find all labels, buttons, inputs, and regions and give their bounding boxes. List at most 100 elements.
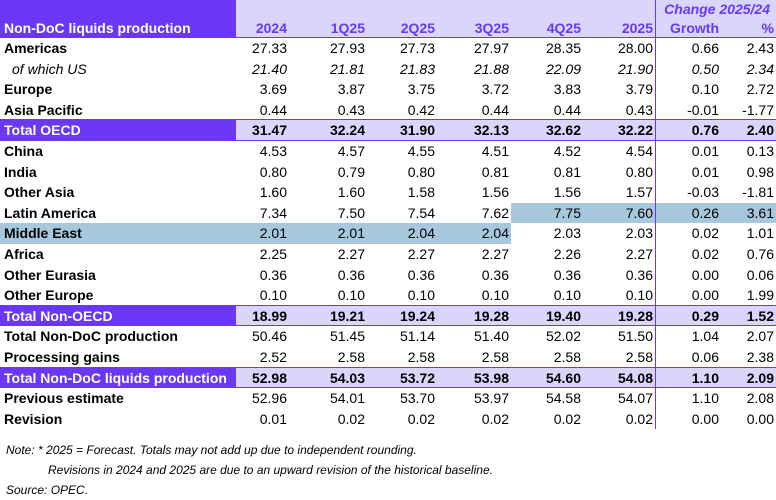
row-label: Other Europe — [0, 285, 236, 306]
table-cell: -0.03 — [655, 182, 721, 203]
table-cell: 0.36 — [337, 266, 365, 283]
table-cell: 2.07 — [746, 328, 774, 345]
table-cell: 0.43 — [583, 100, 655, 121]
table-cell: 19.28 — [437, 305, 511, 327]
table-cell: 27.33 — [251, 40, 287, 56]
table-cell: 0.36 — [259, 266, 287, 283]
table-cell: 54.07 — [617, 390, 653, 407]
table-cell: 2.27 — [407, 245, 435, 262]
table-cell: 2.09 — [721, 367, 776, 389]
table-cell: 0.29 — [655, 305, 721, 327]
col-header: 3Q25 — [437, 19, 511, 38]
table-cell: 52.98 — [236, 367, 289, 389]
col-header: % — [721, 19, 776, 38]
table-cell: 52.02 — [545, 328, 581, 345]
table-cell: 1.99 — [721, 285, 776, 306]
table-cell: 2.27 — [337, 245, 365, 262]
table-cell: 52.96 — [251, 390, 287, 407]
table-cell: 0.13 — [746, 142, 774, 159]
table-cell: 2.58 — [367, 347, 437, 368]
table-cell: 3.61 — [721, 202, 776, 224]
table-cell: 53.72 — [367, 367, 437, 389]
table-cell: 21.40 — [251, 60, 287, 77]
table-cell: 19.21 — [289, 305, 367, 327]
table-cell: 7.34 — [259, 204, 287, 221]
table-cell: 32.24 — [289, 120, 367, 141]
row-label: Americas — [4, 40, 68, 56]
row-label: China — [4, 142, 43, 159]
table-cell: 2.03 — [553, 225, 581, 242]
table-cell: 54.01 — [329, 390, 365, 407]
header-blank — [583, 0, 655, 19]
header-blank — [236, 0, 289, 19]
table-cell: 21.81 — [329, 60, 365, 77]
table-cell: 1.56 — [553, 184, 581, 201]
row-label: Asia Pacific — [0, 100, 236, 121]
table-cell: 54.03 — [289, 367, 367, 389]
table-cell: 7.62 — [481, 204, 509, 221]
table-cell: 2.52 — [236, 347, 289, 368]
row-label: India — [4, 163, 37, 180]
table-cell: 1.56 — [481, 184, 509, 201]
table-cell: 0.10 — [367, 285, 437, 306]
table-cell: 3.69 — [259, 81, 287, 98]
table-cell: 28.00 — [617, 40, 653, 56]
table-cell: 3.79 — [625, 81, 653, 98]
table-cell: 2.04 — [367, 223, 437, 244]
table-cell: 53.97 — [473, 390, 509, 407]
table-cell: 0.44 — [437, 100, 511, 121]
table-cell: 2.01 — [289, 223, 367, 244]
table-cell: 1.52 — [721, 305, 776, 327]
row-label: Africa — [4, 245, 44, 262]
table-cell: 0.36 — [481, 266, 509, 283]
table-cell: 53.98 — [437, 367, 511, 389]
table-cell: 21.88 — [473, 60, 509, 77]
table-cell: 0.02 — [553, 410, 581, 427]
col-header: 2025 — [583, 19, 655, 38]
table-cell: 2.08 — [746, 390, 774, 407]
table-cell: 0.44 — [236, 100, 289, 121]
table-cell: 28.35 — [545, 40, 581, 56]
table-cell: 0.44 — [511, 100, 583, 121]
table-cell: 0.00 — [655, 408, 721, 430]
table-cell: 0.01 — [655, 140, 721, 162]
table-cell: 2.04 — [437, 223, 511, 244]
table-cell: 0.02 — [625, 410, 653, 427]
table-cell: 0.50 — [655, 58, 721, 80]
table-cell: 1.10 — [655, 388, 721, 409]
table-cell: 0.66 — [655, 38, 721, 59]
table-cell: 2.34 — [746, 60, 774, 77]
row-label: Total Non-DoC liquids production — [0, 367, 236, 389]
note-line-1: Note: * 2025 = Forecast. Totals may not … — [6, 443, 417, 457]
table-cell: 54.08 — [583, 367, 655, 389]
table-cell: 1.60 — [337, 184, 365, 201]
table-cell: 1.04 — [655, 326, 721, 347]
table-cell: 2.03 — [625, 225, 653, 242]
table-cell: 2.26 — [553, 245, 581, 262]
table-cell: 2.58 — [511, 347, 583, 368]
header-blank — [367, 0, 437, 19]
table-cell: 2.72 — [746, 81, 774, 98]
table-cell: 2.27 — [625, 245, 653, 262]
table-cell: 0.02 — [655, 243, 721, 265]
table-cell: 7.50 — [337, 204, 365, 221]
table-cell: 0.36 — [407, 266, 435, 283]
table-cell: 1.58 — [407, 184, 435, 201]
table-cell: 2.58 — [289, 347, 367, 368]
row-label: of which US — [12, 60, 87, 77]
table-cell: 4.53 — [259, 142, 287, 159]
header-blank — [437, 0, 511, 19]
row-label: Other Eurasia — [4, 266, 96, 283]
table-cell: 0.36 — [625, 266, 653, 283]
header-spacer — [0, 0, 236, 19]
header-blank — [289, 0, 367, 19]
table-cell: 0.02 — [481, 410, 509, 427]
table-cell: 27.93 — [329, 40, 365, 56]
row-label: Total OECD — [0, 120, 236, 141]
table-cell: 1.57 — [625, 184, 653, 201]
table-cell: 0.10 — [583, 285, 655, 306]
notes: Note: * 2025 = Forecast. Totals may not … — [6, 440, 493, 500]
table-cell: 3.87 — [337, 81, 365, 98]
row-label: Revision — [4, 410, 63, 427]
